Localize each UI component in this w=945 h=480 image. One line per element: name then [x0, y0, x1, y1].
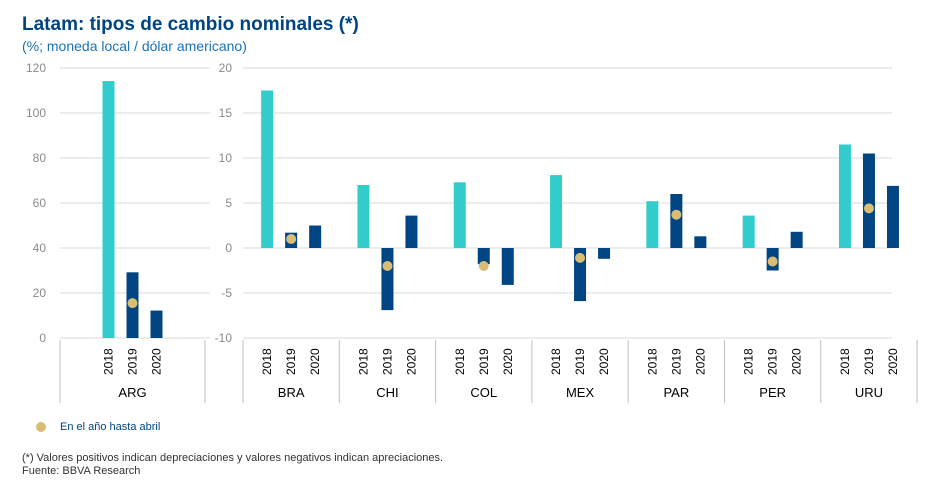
x-tick-label-year: 2020	[693, 348, 707, 375]
x-tick-label-year: 2020	[308, 348, 322, 375]
x-tick-label-year: 2018	[102, 348, 116, 375]
bar-par-2019	[670, 194, 683, 248]
x-tick-label-year: 2019	[573, 348, 587, 375]
legend-marker-icon	[36, 422, 46, 432]
x-tick-label-year: 2018	[838, 348, 852, 375]
x-tick-label-year: 2018	[549, 348, 563, 375]
chart-title: Latam: tipos de cambio nominales (*)	[22, 14, 359, 35]
marker-col-2019	[478, 261, 489, 271]
y-tick-label: 20	[219, 61, 233, 75]
y-tick-label: 60	[33, 196, 47, 210]
x-tick-label-year: 2019	[380, 348, 394, 375]
x-tick-label-year: 2019	[477, 348, 491, 375]
x-tick-label-year: 2018	[453, 348, 467, 375]
bar-par-2018	[646, 201, 659, 248]
group-label-uru: URU	[855, 385, 883, 400]
y-tick-label: -5	[221, 286, 232, 300]
group-label-arg: ARG	[118, 385, 146, 400]
x-tick-label-year: 2019	[669, 348, 683, 375]
y-tick-label: 100	[26, 106, 46, 120]
bar-arg-2018	[102, 81, 115, 339]
x-tick-label-year: 2020	[886, 348, 900, 375]
group-label-mex: MEX	[566, 385, 595, 400]
x-tick-label-year: 2019	[284, 348, 298, 375]
x-tick-label-year: 2019	[862, 348, 876, 375]
bar-per-2020	[790, 231, 803, 248]
bar-col-2018	[453, 182, 466, 248]
x-tick-label-year: 2020	[501, 348, 515, 375]
group-label-bra: BRA	[278, 385, 305, 400]
x-tick-label-year: 2018	[356, 348, 370, 375]
x-tick-label-year: 2018	[645, 348, 659, 375]
y-tick-label: 10	[219, 151, 233, 165]
bar-chi-2018	[357, 185, 370, 248]
group-label-per: PER	[759, 385, 786, 400]
x-tick-label-year: 2020	[404, 348, 418, 375]
bar-col-2019	[477, 248, 490, 265]
y-tick-label: 0	[225, 241, 232, 255]
marker-per-2019	[767, 256, 778, 267]
x-tick-label-year: 2019	[766, 348, 780, 375]
bar-arg-2020	[150, 310, 163, 338]
bar-chi-2019	[381, 248, 394, 311]
y-tick-label: 5	[225, 196, 232, 210]
bar-uru-2018	[838, 144, 851, 248]
bar-mex-2018	[550, 175, 563, 248]
group-label-chi: CHI	[376, 385, 398, 400]
marker-uru-2019	[863, 203, 874, 214]
bar-bra-2020	[309, 225, 322, 248]
y-tick-label: 0	[39, 331, 46, 345]
y-tick-label: 20	[33, 286, 47, 300]
bar-uru-2020	[886, 185, 899, 248]
bar-par-2020	[694, 236, 707, 248]
x-tick-label-year: 2018	[742, 348, 756, 375]
marker-bra-2019	[286, 234, 297, 244]
group-label-col: COL	[470, 385, 497, 400]
y-tick-label: 80	[33, 151, 47, 165]
y-tick-label: 120	[26, 61, 46, 75]
bar-per-2018	[742, 215, 755, 248]
bar-uru-2019	[862, 153, 875, 248]
x-tick-label-year: 2020	[790, 348, 804, 375]
y-tick-label: 15	[219, 106, 233, 120]
marker-par-2019	[671, 209, 682, 220]
bar-mex-2020	[598, 248, 611, 259]
marker-chi-2019	[382, 261, 393, 271]
bar-bra-2018	[261, 90, 274, 248]
footnote: (*) Valores positivos indican depreciaci…	[22, 452, 444, 464]
y-tick-label: 40	[33, 241, 47, 255]
marker-arg-2019	[127, 298, 138, 309]
group-label-par: PAR	[663, 385, 689, 400]
x-tick-label-year: 2020	[150, 348, 164, 375]
marker-mex-2019	[575, 252, 586, 263]
source: Fuente: BBVA Research	[22, 465, 141, 477]
legend: En el año hasta abril	[36, 421, 160, 433]
x-tick-label-year: 2020	[597, 348, 611, 375]
x-tick-label-year: 2019	[126, 348, 140, 375]
chart-canvas: 0 20 40 60 80 100 120 2018 2019 2020 ARG -10 -5 0 5 10 1…	[26, 61, 918, 403]
chart-subtitle: (%; moneda local / dólar americano)	[22, 38, 247, 54]
x-tick-label-year: 2018	[260, 348, 274, 375]
bar-col-2020	[501, 248, 514, 285]
y-tick-label: -10	[215, 331, 233, 345]
bar-chi-2020	[405, 215, 418, 248]
legend-label: En el año hasta abril	[60, 421, 161, 433]
